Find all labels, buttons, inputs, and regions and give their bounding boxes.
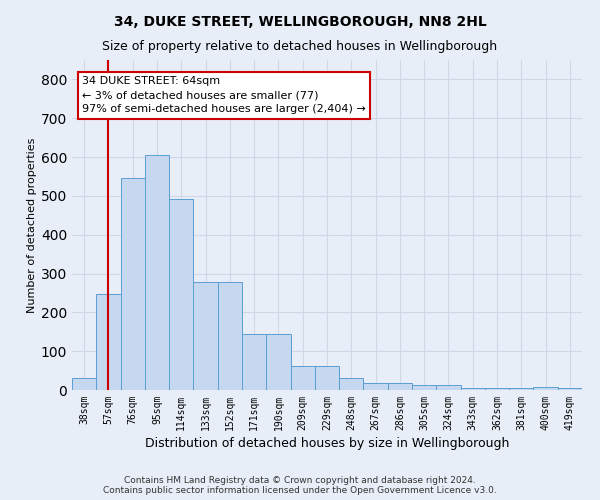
Bar [169,198,193,390]
Bar [218,282,242,390]
Bar [558,388,582,390]
Bar [485,388,509,390]
Bar [436,386,461,390]
Text: 34, DUKE STREET, WELLINGBOROUGH, NN8 2HL: 34, DUKE STREET, WELLINGBOROUGH, NN8 2HL [113,15,487,29]
Bar [72,378,96,390]
Bar [242,334,266,390]
Bar [193,282,218,390]
Bar [339,378,364,390]
Bar [364,384,388,390]
Text: 34 DUKE STREET: 64sqm
← 3% of detached houses are smaller (77)
97% of semi-detac: 34 DUKE STREET: 64sqm ← 3% of detached h… [82,76,366,114]
X-axis label: Distribution of detached houses by size in Wellingborough: Distribution of detached houses by size … [145,437,509,450]
Bar [461,388,485,390]
Bar [315,366,339,390]
Bar [290,366,315,390]
Bar [145,155,169,390]
Bar [533,387,558,390]
Text: Contains HM Land Registry data © Crown copyright and database right 2024.
Contai: Contains HM Land Registry data © Crown c… [103,476,497,495]
Bar [509,388,533,390]
Bar [121,178,145,390]
Bar [266,334,290,390]
Bar [96,294,121,390]
Bar [388,384,412,390]
Text: Size of property relative to detached houses in Wellingborough: Size of property relative to detached ho… [103,40,497,53]
Bar [412,386,436,390]
Y-axis label: Number of detached properties: Number of detached properties [26,138,37,312]
